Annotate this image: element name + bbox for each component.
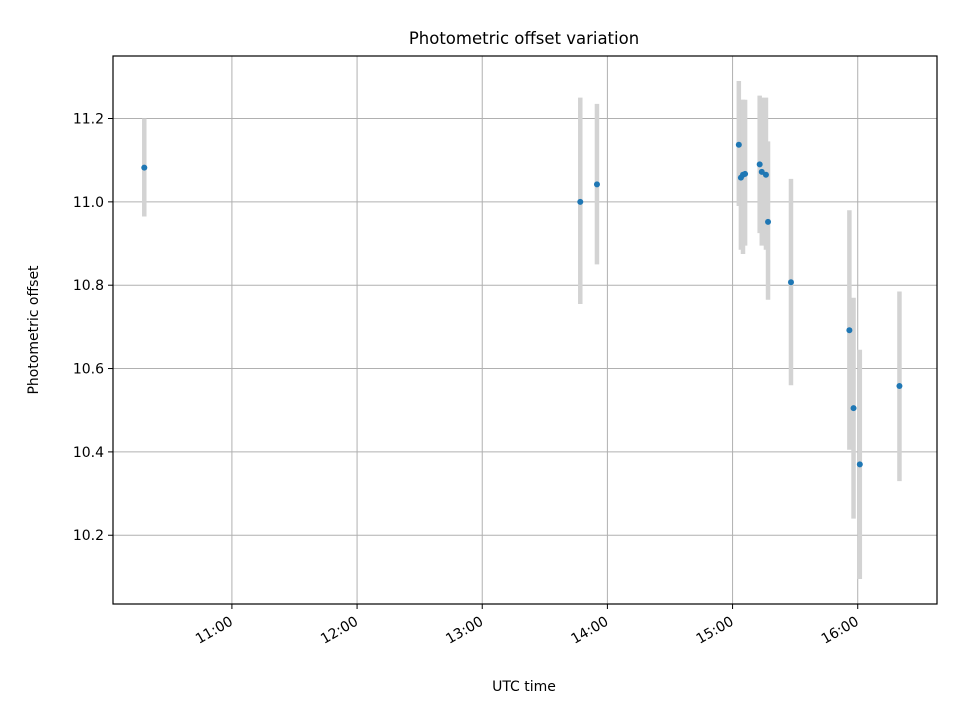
grid-lines [113,56,937,604]
data-point [577,198,584,205]
data-point [856,461,863,468]
data-point [787,279,794,286]
y-tick-label: 10.8 [73,278,104,294]
data-point [896,383,903,390]
y-tick-label: 10.6 [73,362,104,378]
y-tick-label: 10.4 [73,445,104,461]
plot-area-frame [112,55,938,605]
y-axis-ticks: 10.2 10.4 10.6 10.8 11.0 11.2 [73,112,113,544]
y-tick-label: 11.2 [73,112,104,128]
data-point [850,405,857,412]
data-point [735,141,742,148]
x-axis-label: UTC time [492,679,556,695]
y-tick-label: 11.0 [73,195,104,211]
data-point [593,181,600,188]
data-point [762,171,769,178]
y-axis-label: Photometric offset [26,265,42,395]
data-point [141,164,148,171]
data-point [742,170,749,177]
data-points [141,141,903,468]
data-point [765,218,772,225]
data-point [846,327,853,334]
data-point [758,168,765,175]
data-point [756,161,763,168]
y-tick-label: 10.2 [73,528,104,544]
chart-title: Photometric offset variation [409,29,639,48]
